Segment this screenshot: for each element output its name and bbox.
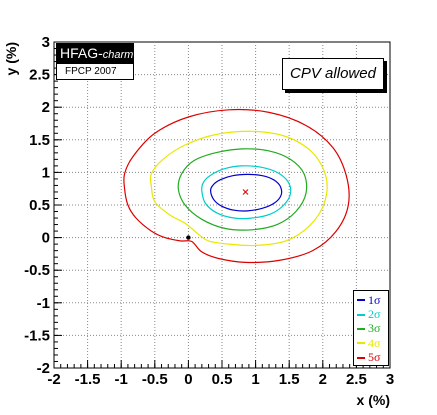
x-tick-label: 0.5 bbox=[212, 371, 233, 388]
hfag-sub-label: charm bbox=[102, 49, 134, 61]
legend-label: 3σ bbox=[368, 321, 381, 336]
y-tick-label: 3 bbox=[42, 34, 50, 51]
legend-label: 4σ bbox=[368, 335, 381, 350]
x-tick-label: -2 bbox=[47, 371, 60, 388]
best-fit-marker bbox=[242, 189, 249, 195]
y-tick-label: 1 bbox=[42, 164, 50, 181]
y-tick-label: 0 bbox=[42, 230, 50, 247]
legend-label: 5σ bbox=[368, 350, 381, 365]
legend-item: 5σ bbox=[354, 350, 388, 365]
legend-swatch bbox=[357, 327, 365, 330]
legend-swatch bbox=[357, 342, 365, 345]
y-tick-labels: -2 -1.5 -1 -0.5 0 0.5 1 1.5 2 2.5 3 bbox=[24, 34, 50, 377]
scenario-label: CPV allowed bbox=[282, 58, 384, 90]
legend: 1σ 2σ 3σ 4σ 5σ bbox=[353, 290, 389, 366]
x-tick-label: -1 bbox=[115, 371, 128, 388]
contour-lines bbox=[123, 108, 350, 264]
y-tick-label: -1.5 bbox=[24, 327, 50, 344]
legend-item: 2σ bbox=[354, 307, 388, 321]
y-tick-label: 1.5 bbox=[29, 132, 50, 149]
x-tick-label: -0.5 bbox=[142, 371, 168, 388]
x-tick-label: 3 bbox=[386, 371, 394, 388]
contour-2sigma bbox=[201, 165, 292, 220]
conference-label: FPCP 2007 bbox=[56, 63, 134, 80]
y-tick-label: 2 bbox=[42, 99, 50, 116]
no-mixing-point bbox=[186, 235, 191, 240]
contour-5sigma bbox=[123, 108, 350, 264]
legend-label: 2σ bbox=[368, 307, 381, 322]
x-tick-label: 2.5 bbox=[346, 371, 367, 388]
hfag-logo: HFAG-charm bbox=[56, 43, 134, 63]
y-tick-label: -1 bbox=[37, 295, 50, 312]
legend-label: 1σ bbox=[368, 292, 381, 307]
x-tick-label: -1.5 bbox=[75, 371, 101, 388]
x-tick-label: 1 bbox=[251, 371, 259, 388]
legend-swatch bbox=[357, 356, 365, 359]
x-tick-label: 2 bbox=[319, 371, 327, 388]
legend-item: 1σ bbox=[354, 293, 388, 307]
x-tick-labels: -2 -1.5 -1 -0.5 0 0.5 1 1.5 2 2.5 3 bbox=[47, 371, 394, 388]
x-axis-title: x (%) bbox=[357, 392, 390, 408]
contour-1sigma bbox=[209, 173, 283, 212]
hfag-label: HFAG- bbox=[60, 45, 103, 61]
legend-swatch bbox=[357, 299, 365, 302]
y-tick-label: 2.5 bbox=[29, 67, 50, 84]
y-axis-title: y (%) bbox=[3, 42, 19, 75]
y-tick-label: 0.5 bbox=[29, 197, 50, 214]
grid bbox=[54, 42, 390, 368]
legend-swatch bbox=[357, 313, 365, 316]
legend-item: 4σ bbox=[354, 336, 388, 350]
y-tick-label: -2 bbox=[37, 360, 50, 377]
y-tick-label: -0.5 bbox=[24, 262, 50, 279]
x-tick-label: 0 bbox=[184, 371, 192, 388]
markers bbox=[186, 189, 249, 240]
contour-3sigma bbox=[177, 148, 308, 231]
contour-4sigma bbox=[149, 130, 328, 247]
x-tick-label: 1.5 bbox=[279, 371, 300, 388]
legend-item: 3σ bbox=[354, 321, 388, 336]
